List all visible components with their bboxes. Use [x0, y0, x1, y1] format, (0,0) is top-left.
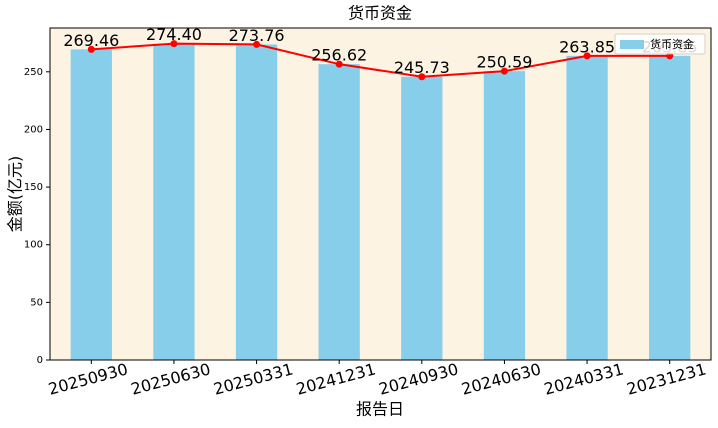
bar — [649, 55, 691, 360]
y-tick-label: 0 — [37, 355, 43, 366]
line-marker — [335, 60, 343, 68]
y-tick-label: 250 — [24, 67, 43, 78]
x-tick-label: 20240331 — [542, 359, 626, 398]
data-label: 269.46 — [63, 31, 119, 50]
trend-line — [91, 42, 670, 78]
x-tick-label: 20250930 — [46, 359, 130, 398]
bar — [401, 76, 443, 361]
y-axis-label: 金额(亿元) — [6, 156, 25, 233]
line-marker — [253, 40, 261, 48]
x-axis-label: 报告日 — [356, 400, 404, 419]
x-tick-label: 20240630 — [459, 359, 543, 398]
legend-swatch — [620, 40, 644, 49]
x-tick-label: 20250331 — [212, 359, 296, 398]
bar — [318, 64, 360, 360]
bar — [483, 71, 526, 360]
bar — [153, 43, 195, 361]
line-marker — [500, 67, 508, 75]
y-tick-label: 50 — [30, 297, 43, 308]
data-label: 274.40 — [146, 25, 202, 44]
data-label: 273.76 — [229, 26, 285, 45]
line-marker — [418, 73, 426, 81]
line-marker — [170, 40, 178, 48]
bar — [235, 44, 278, 360]
legend-label: 货币资金 — [650, 37, 694, 51]
bar — [566, 55, 608, 360]
y-tick-label: 200 — [24, 124, 43, 135]
data-label: 263.85 — [559, 37, 615, 56]
y-tick-label: 150 — [24, 182, 43, 193]
line-marker — [583, 52, 591, 60]
data-label: 245.73 — [394, 58, 450, 77]
bar — [70, 49, 112, 361]
data-label: 256.62 — [311, 46, 367, 65]
x-tick-label: 20231231 — [625, 359, 709, 398]
line-marker — [87, 45, 95, 53]
x-tick-label: 20250630 — [129, 359, 213, 398]
y-tick-label: 100 — [24, 240, 43, 251]
data-label: 250.59 — [476, 53, 532, 72]
x-tick-label: 20241231 — [294, 359, 378, 398]
x-tick-label: 20240930 — [377, 359, 461, 398]
plot-frame — [49, 27, 712, 361]
plot-area — [50, 28, 711, 360]
chart-title: 货币资金 — [348, 4, 412, 23]
